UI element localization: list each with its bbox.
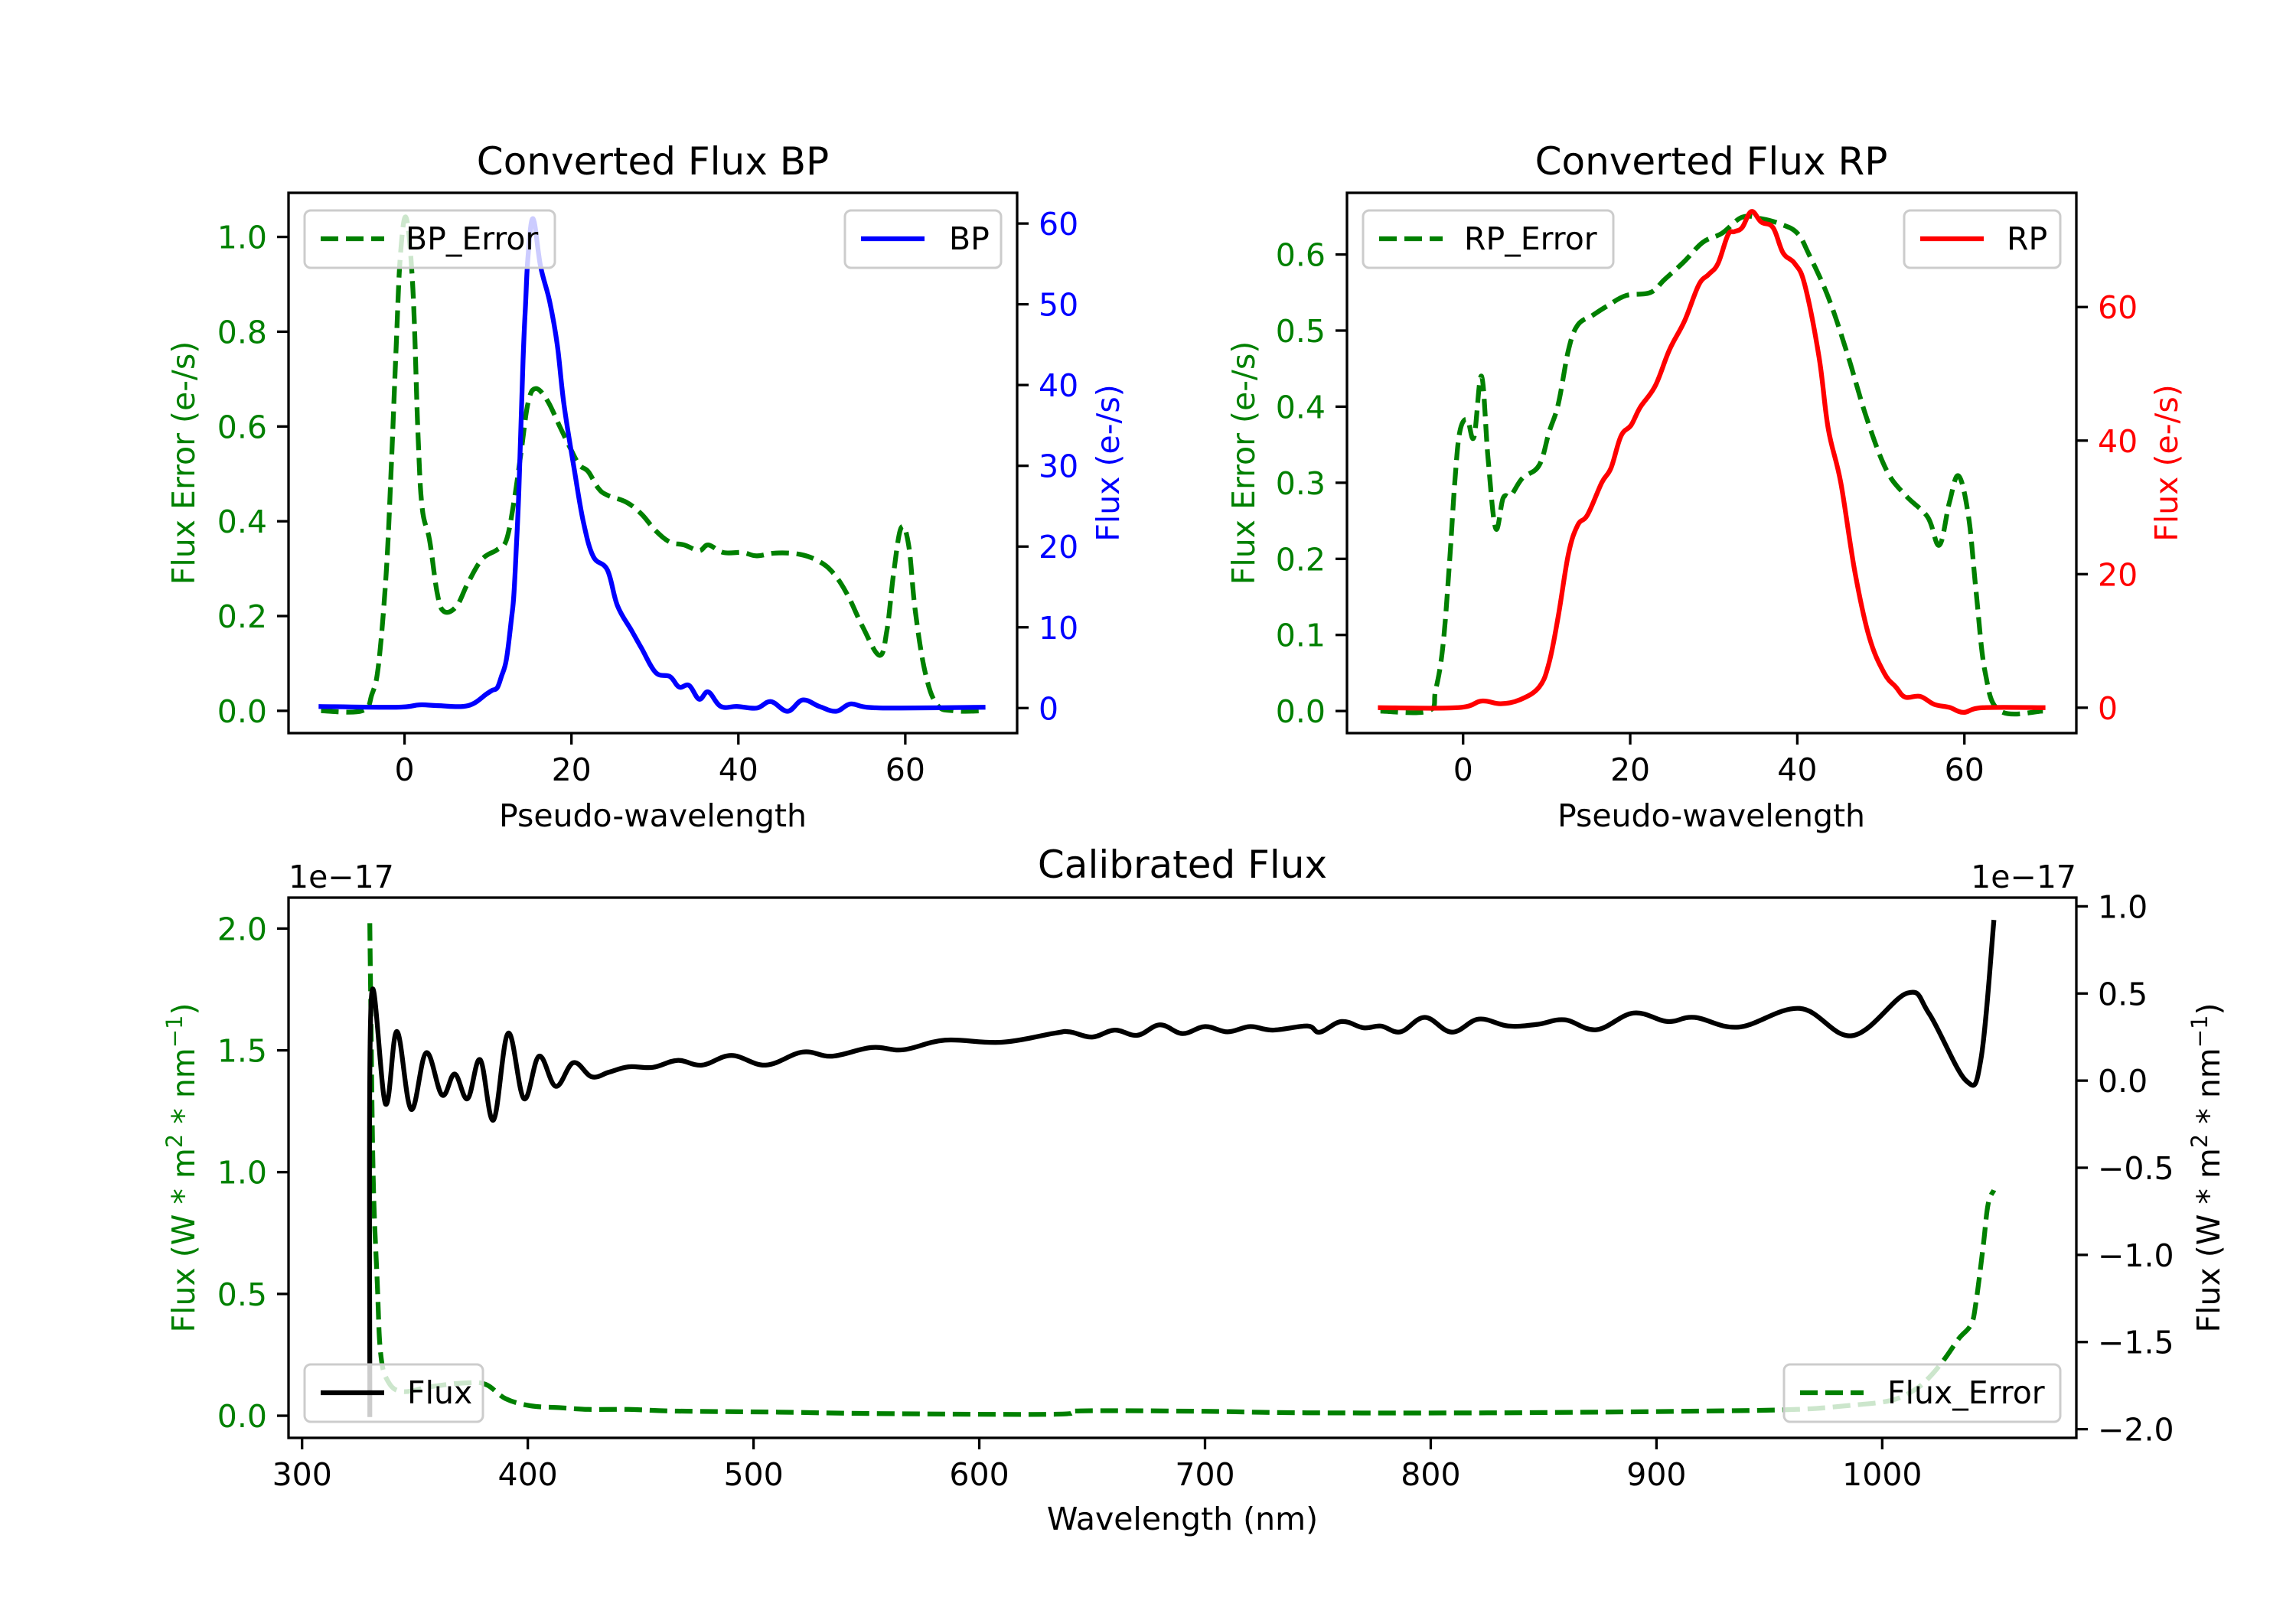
y-tick-label-right: 1.0 [2098, 888, 2148, 925]
y-tick-label-right: 60 [2098, 289, 2138, 326]
axes-frame [1345, 191, 2078, 735]
x-tick-label: 600 [949, 1456, 1009, 1493]
x-tick-label: 500 [723, 1456, 783, 1493]
legend-label: Flux [407, 1374, 472, 1411]
y-tick-label-right: 30 [1039, 448, 1078, 485]
y-tick-label-left: 2.0 [217, 911, 267, 947]
x-tick-label: 20 [1610, 751, 1650, 788]
legend-label: BP_Error [406, 220, 538, 257]
y-tick-label-right: 0 [1039, 690, 1058, 727]
series-line-bp [318, 216, 986, 714]
axes-frame [287, 191, 1019, 735]
legend-label: RP [2007, 220, 2047, 257]
label-sup: −1 [2187, 1015, 2213, 1048]
label-sup: 2 [161, 1134, 188, 1148]
rp-flux-plot: Converted Flux RP 0 20 40 60 0.0 0.1 0.2 0.3 0.4… [1225, 139, 2185, 834]
legend-label: BP [949, 220, 990, 257]
y-tick-label-right: −1.5 [2098, 1325, 2174, 1361]
y-axis-label-left: Flux (W * m2 * nm−1) [161, 1003, 202, 1333]
legend-flux-error: Flux_Error [1782, 1363, 2062, 1423]
y-tick-label-left: 0.8 [217, 314, 267, 350]
x-tick-label: 20 [552, 751, 592, 788]
y-tick-label-left: 0.2 [1276, 541, 1326, 578]
legend-label: RP_Error [1464, 220, 1597, 257]
x-tick-label: 60 [885, 751, 925, 788]
y-tick-label-left: 0.6 [1276, 237, 1326, 274]
x-tick-label: 400 [498, 1456, 558, 1493]
plot-title: Converted Flux RP [1535, 139, 1888, 184]
series-line-rp [1378, 209, 2046, 715]
x-tick-label: 0 [1453, 751, 1473, 788]
label-part: ) [2190, 1003, 2227, 1015]
x-tick-label: 700 [1175, 1456, 1234, 1493]
x-tick-label: 900 [1626, 1456, 1686, 1493]
y-tick-label-right: 20 [1039, 529, 1078, 566]
legend-rp: RP [1903, 209, 2062, 269]
x-axis-label: Pseudo-wavelength [1557, 797, 1865, 834]
series-line-rp-error [1380, 214, 2043, 717]
x-tick-label: 300 [272, 1456, 332, 1493]
label-part: * nm [165, 1048, 202, 1134]
y-axis-label-left: Flux Error (e-/s) [165, 341, 202, 585]
y-axis-label-right: Flux (e-/s) [1090, 384, 1127, 541]
legend-flux: Flux [303, 1363, 484, 1423]
y-tick-label-left: 0.6 [217, 409, 267, 445]
y-tick-label-right: 0.0 [2098, 1063, 2148, 1100]
y-tick-label-left: 1.5 [217, 1033, 267, 1070]
plot-title: Calibrated Flux [1038, 843, 1327, 887]
y-tick-label-right: 0.5 [2098, 976, 2148, 1012]
y-tick-label-right: 20 [2098, 556, 2138, 593]
x-tick-label: 800 [1401, 1456, 1460, 1493]
y-tick-label-left: 0.3 [1276, 465, 1326, 502]
label-part: Flux (W * m [165, 1148, 202, 1332]
x-axis-label: Wavelength (nm) [1047, 1501, 1318, 1537]
y-tick-label-right: 50 [1039, 287, 1078, 324]
x-tick-label: 1000 [1842, 1456, 1922, 1493]
y-tick-label-left: 0.5 [1276, 313, 1326, 350]
legend-bp: BP [843, 209, 1003, 269]
label-part: * nm [2190, 1048, 2227, 1134]
y-tick-label-right: 60 [1039, 206, 1078, 243]
bp-flux-plot: Converted Flux BP 0 20 40 60 0.0 0.2 0.4 0.6 0.8… [165, 139, 1127, 834]
legend-rp-error: RP_Error [1362, 209, 1615, 269]
legend-bp-error: BP_Error [303, 209, 556, 269]
x-tick-label: 40 [719, 751, 758, 788]
series-line-bp-error [321, 214, 983, 715]
x-tick-label: 0 [395, 751, 415, 788]
label-part: ) [165, 1003, 202, 1015]
x-tick-label: 40 [1777, 751, 1817, 788]
y-tick-label-right: 0 [2098, 690, 2118, 727]
label-sup: −1 [161, 1015, 188, 1048]
y-tick-label-left: 0.4 [217, 504, 267, 540]
y-tick-label-right: −1.0 [2098, 1237, 2174, 1274]
y-tick-label-left: 1.0 [217, 1155, 267, 1191]
y-axis-label-left: Flux Error (e-/s) [1225, 341, 1262, 585]
calibrated-flux-plot: Calibrated Flux 1e−17 1e−17 300 400 500 600… [161, 843, 2227, 1537]
y-tick-label-left: 0.5 [217, 1276, 267, 1313]
y-tick-label-right: −0.5 [2098, 1150, 2174, 1187]
series-line-flux [367, 919, 1997, 1417]
label-sup: 2 [2187, 1134, 2213, 1148]
y-tick-label-left: 0.1 [1276, 618, 1326, 654]
y-tick-label-right: −2.0 [2098, 1412, 2174, 1449]
x-axis-label: Pseudo-wavelength [499, 797, 807, 834]
y-tick-label-left: 0.0 [217, 693, 267, 730]
y-tick-label-left: 1.0 [217, 220, 267, 256]
x-tick-label: 60 [1945, 751, 1985, 788]
y-axis-label-right: Flux (W * m2 * nm−1) [2187, 1003, 2227, 1333]
plot-title: Converted Flux BP [477, 139, 829, 184]
y-tick-label-left: 0.4 [1276, 389, 1326, 425]
offset-text-left: 1e−17 [289, 859, 394, 895]
offset-text-right: 1e−17 [1971, 859, 2076, 895]
y-tick-label-left: 0.0 [217, 1398, 267, 1435]
y-tick-label-left: 0.2 [217, 598, 267, 635]
y-tick-label-left: 0.0 [1276, 693, 1326, 730]
y-tick-label-right: 40 [1039, 367, 1078, 404]
y-tick-label-right: 40 [2098, 423, 2138, 460]
label-part: Flux (W * m [2190, 1148, 2227, 1332]
legend-label: Flux_Error [1887, 1374, 2045, 1411]
y-tick-label-right: 10 [1039, 610, 1078, 647]
y-axis-label-right: Flux (e-/s) [2148, 384, 2185, 541]
